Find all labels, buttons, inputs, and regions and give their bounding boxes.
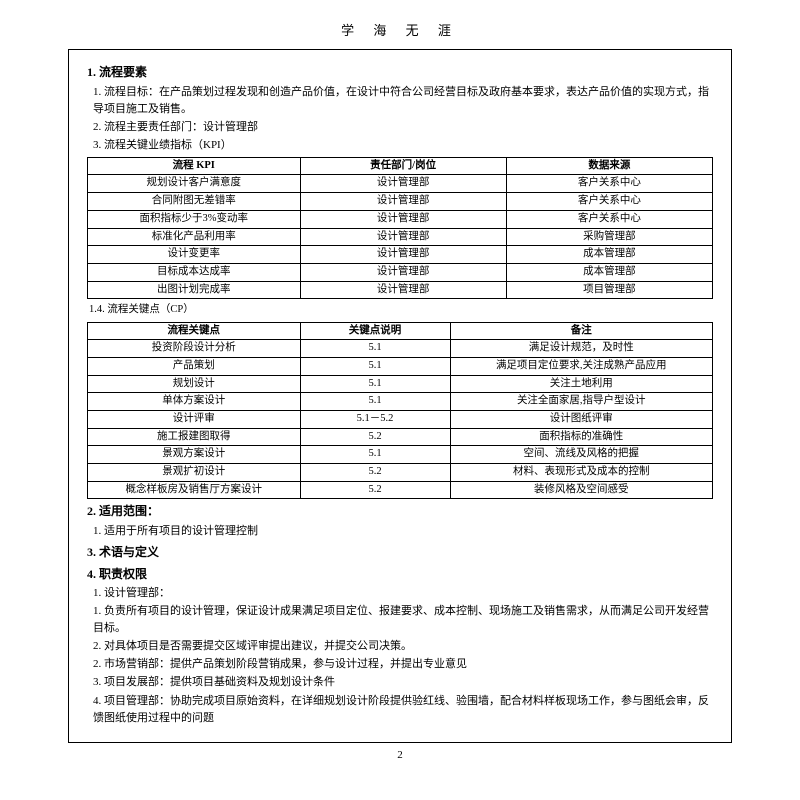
table-cell: 单体方案设计 (88, 393, 301, 411)
table-cell: 5.1 (300, 393, 450, 411)
table-row: 规划设计客户满意度设计管理部客户关系中心 (88, 175, 713, 193)
s2-item: 1. 适用于所有项目的设计管理控制 (93, 523, 713, 540)
table-cell: 产品策划 (88, 357, 301, 375)
table-cell: 面积指标的准确性 (450, 428, 713, 446)
table-cell: 施工报建图取得 (88, 428, 301, 446)
table-cell: 概念样板房及销售厅方案设计 (88, 481, 301, 499)
kpi-col-1: 责任部门/岗位 (300, 157, 506, 175)
table-cell: 5.1－5.2 (300, 410, 450, 428)
table-cell: 景观扩初设计 (88, 464, 301, 482)
section-2-title: 2. 适用范围： (87, 502, 713, 521)
table-cell: 5.1 (300, 357, 450, 375)
table-cell: 5.1 (300, 446, 450, 464)
table-cell: 5.2 (300, 428, 450, 446)
dept-text: 设计管理部 (203, 121, 258, 133)
table-row: 目标成本达成率设计管理部成本管理部 (88, 263, 713, 281)
table-cell: 客户关系中心 (506, 210, 712, 228)
cp-table: 流程关键点 关键点说明 备注 投资阶段设计分析5.1满足设计规范，及时性产品策划… (87, 322, 713, 500)
table-row: 规划设计5.1关注土地利用 (88, 375, 713, 393)
table-cell: 投资阶段设计分析 (88, 340, 301, 358)
table-cell: 5.2 (300, 481, 450, 499)
cp-col-2: 备注 (450, 322, 713, 340)
table-cell: 成本管理部 (506, 246, 712, 264)
cp-col-1: 关键点说明 (300, 322, 450, 340)
table-cell: 满足项目定位要求,关注成熟产品应用 (450, 357, 713, 375)
cp-label: 1.4. 流程关键点（CP） (89, 302, 713, 318)
cp-col-0: 流程关键点 (88, 322, 301, 340)
table-row: 景观方案设计5.1空间、流线及风格的把握 (88, 446, 713, 464)
table-cell: 5.1 (300, 340, 450, 358)
table-cell: 满足设计规范，及时性 (450, 340, 713, 358)
doc-header: 学 海 无 涯 (0, 20, 800, 39)
table-cell: 设计图纸评审 (450, 410, 713, 428)
table-row: 投资阶段设计分析5.1满足设计规范，及时性 (88, 340, 713, 358)
goal-line: 1. 流程目标：在产品策划过程发现和创造产品价值，在设计中符合公司经营目标及政府… (93, 84, 713, 118)
dept-label: 2. 流程主要责任部门： (93, 121, 203, 133)
page-number: 2 (0, 749, 800, 761)
table-cell: 设计管理部 (300, 210, 506, 228)
table-row: 合同附图无差错率设计管理部客户关系中心 (88, 193, 713, 211)
s4-d1-label: 1. 设计管理部： (93, 585, 713, 602)
dept-line: 2. 流程主要责任部门：设计管理部 (93, 119, 713, 136)
table-cell: 5.1 (300, 375, 450, 393)
table-cell: 设计变更率 (88, 246, 301, 264)
table-cell: 客户关系中心 (506, 175, 712, 193)
s4-d4: 4. 项目管理部：协助完成项目原始资料，在详细规划设计阶段提供验红线、验围墙，配… (93, 693, 713, 727)
table-cell: 设计管理部 (300, 281, 506, 299)
table-cell: 出图计划完成率 (88, 281, 301, 299)
kpi-col-2: 数据来源 (506, 157, 712, 175)
s4-d3: 3. 项目发展部：提供项目基础资料及规划设计条件 (93, 674, 713, 691)
table-row: 标准化产品利用率设计管理部采购管理部 (88, 228, 713, 246)
table-row: 面积指标少于3%变动率设计管理部客户关系中心 (88, 210, 713, 228)
content-box: 1. 流程要素 1. 流程目标：在产品策划过程发现和创造产品价值，在设计中符合公… (68, 49, 732, 743)
kpi-table: 流程 KPI 责任部门/岗位 数据来源 规划设计客户满意度设计管理部客户关系中心… (87, 157, 713, 300)
table-cell: 景观方案设计 (88, 446, 301, 464)
kpi-col-0: 流程 KPI (88, 157, 301, 175)
table-cell: 5.2 (300, 464, 450, 482)
table-cell: 面积指标少于3%变动率 (88, 210, 301, 228)
table-cell: 装修风格及空间感受 (450, 481, 713, 499)
table-cell: 规划设计 (88, 375, 301, 393)
goal-label: 1. 流程目标： (93, 86, 159, 98)
table-cell: 成本管理部 (506, 263, 712, 281)
table-cell: 关注全面家居,指导户型设计 (450, 393, 713, 411)
table-row: 设计评审5.1－5.2设计图纸评审 (88, 410, 713, 428)
table-cell: 设计管理部 (300, 228, 506, 246)
section-3-title: 3. 术语与定义 (87, 543, 713, 562)
table-cell: 规划设计客户满意度 (88, 175, 301, 193)
table-cell: 设计管理部 (300, 175, 506, 193)
table-row: 单体方案设计5.1关注全面家居,指导户型设计 (88, 393, 713, 411)
table-cell: 客户关系中心 (506, 193, 712, 211)
table-row: 设计变更率设计管理部成本管理部 (88, 246, 713, 264)
table-cell: 目标成本达成率 (88, 263, 301, 281)
table-cell: 项目管理部 (506, 281, 712, 299)
table-row: 施工报建图取得5.2面积指标的准确性 (88, 428, 713, 446)
table-cell: 设计评审 (88, 410, 301, 428)
s4-d1-b: 2. 对具体项目是否需要提交区域评审提出建议，并提交公司决策。 (93, 638, 713, 655)
table-row: 出图计划完成率设计管理部项目管理部 (88, 281, 713, 299)
table-cell: 标准化产品利用率 (88, 228, 301, 246)
table-cell: 采购管理部 (506, 228, 712, 246)
table-cell: 设计管理部 (300, 193, 506, 211)
table-cell: 设计管理部 (300, 246, 506, 264)
table-row: 景观扩初设计5.2材料、表现形式及成本的控制 (88, 464, 713, 482)
table-cell: 空间、流线及风格的把握 (450, 446, 713, 464)
s4-d1-a: 1. 负责所有项目的设计管理，保证设计成果满足项目定位、报建要求、成本控制、现场… (93, 603, 713, 637)
s4-d2: 2. 市场营销部：提供产品策划阶段营销成果，参与设计过程，并提出专业意见 (93, 656, 713, 673)
table-cell: 合同附图无差错率 (88, 193, 301, 211)
table-row: 概念样板房及销售厅方案设计5.2装修风格及空间感受 (88, 481, 713, 499)
goal-text: 在产品策划过程发现和创造产品价值，在设计中符合公司经营目标及政府基本要求，表达产… (93, 86, 709, 115)
table-cell: 设计管理部 (300, 263, 506, 281)
table-cell: 关注土地利用 (450, 375, 713, 393)
kpi-label: 3. 流程关键业绩指标（KPI） (93, 137, 713, 154)
table-cell: 材料、表现形式及成本的控制 (450, 464, 713, 482)
table-row: 产品策划5.1满足项目定位要求,关注成熟产品应用 (88, 357, 713, 375)
section-4-title: 4. 职责权限 (87, 565, 713, 584)
section-1-title: 1. 流程要素 (87, 63, 713, 82)
